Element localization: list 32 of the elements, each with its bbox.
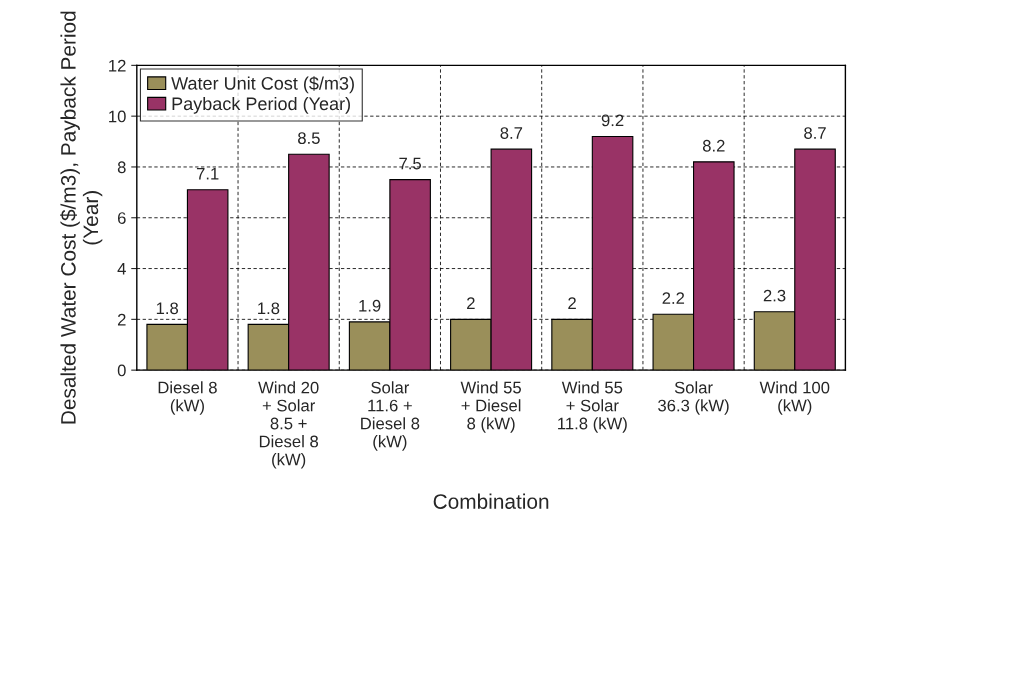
- data-label: 8.7: [500, 127, 523, 139]
- legend-label: Water Unit Cost ($/m3): [171, 76, 354, 94]
- data-label: 1.8: [258, 302, 280, 315]
- data-label: 9.2: [601, 114, 624, 127]
- y-tick-label: 2: [117, 313, 126, 326]
- data-label: 8.5: [298, 132, 320, 145]
- y-tick-label: 6: [117, 212, 126, 224]
- data-label: 1.9: [359, 299, 381, 312]
- x-tick-label: Wind 100 (kW): [759, 381, 830, 415]
- x-tick-label: Wind 55 + Solar 11.8 (kW): [558, 381, 627, 433]
- data-label: 7.1: [196, 167, 219, 180]
- data-label: 2.2: [662, 292, 685, 304]
- y-tick-label: 10: [109, 110, 126, 123]
- y-tick-label: 0: [117, 364, 126, 377]
- data-label: 7.5: [399, 157, 422, 170]
- x-tick-label: Diesel 8 (kW): [158, 381, 217, 415]
- legend-label: Payback Period (Year): [172, 96, 350, 114]
- x-tick-label: Wind 20 + Solar 8.5 + Diesel 8 (kW): [258, 381, 319, 469]
- data-label: 2: [568, 297, 576, 309]
- x-tick-label: Solar 11.6 + Diesel 8 (kW): [361, 381, 420, 451]
- data-label: 8.2: [702, 139, 725, 152]
- data-label: 2: [467, 297, 475, 309]
- x-tick-label: Wind 55 + Diesel 8 (kW): [460, 381, 521, 433]
- y-tick-label: 4: [117, 263, 126, 275]
- data-label: 8.7: [804, 127, 826, 139]
- x-axis-title: Combination: [433, 493, 549, 509]
- data-label: 2.3: [763, 289, 786, 302]
- x-tick-label: Solar 36.3 (kW): [658, 381, 729, 415]
- y-tick-label: 8: [117, 161, 126, 174]
- y-axis-title: Desalted Water Cost ($/m3), Payback Period (Year): [60, 11, 103, 424]
- y-tick-label: 12: [109, 59, 126, 72]
- data-label: 1.8: [156, 302, 179, 315]
